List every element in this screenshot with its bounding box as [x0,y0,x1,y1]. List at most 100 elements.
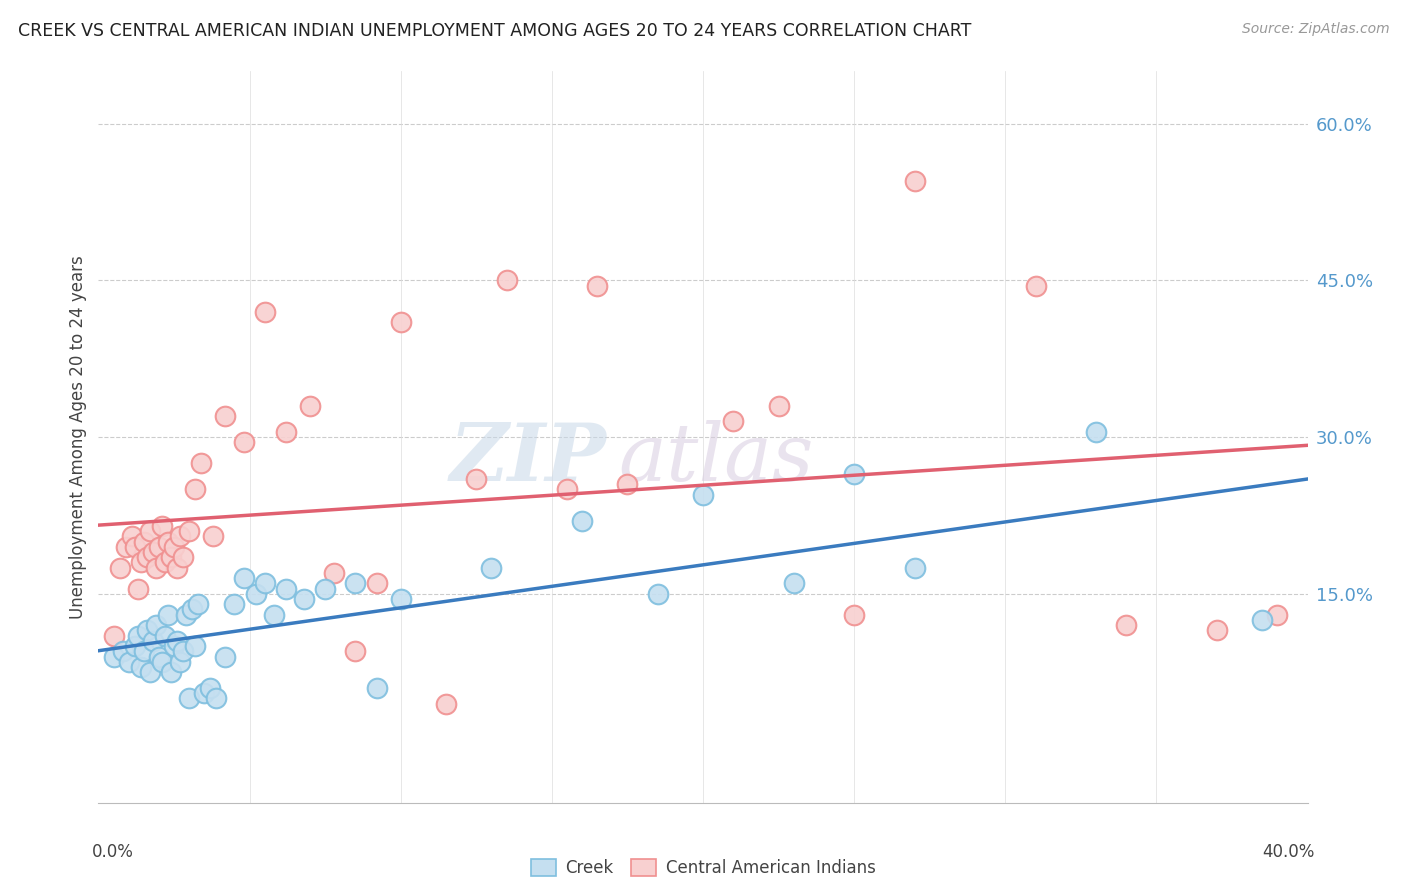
Point [145,618,167,632]
Point [121,529,143,543]
Point [166,633,188,648]
Point [1115,618,1137,632]
Point [103,629,125,643]
Point [132,534,155,549]
Point [114,540,136,554]
Point [139,665,162,680]
Point [647,587,669,601]
Point [148,540,170,554]
Point [366,681,388,695]
Point [166,560,188,574]
Point [1206,624,1229,638]
Point [142,633,165,648]
Point [389,315,412,329]
Point [153,629,176,643]
Point [148,649,170,664]
Point [187,597,209,611]
Point [190,456,212,470]
Text: 0.0%: 0.0% [91,843,134,861]
Point [129,660,152,674]
Point [135,624,157,638]
Point [181,602,204,616]
Point [103,649,125,664]
Point [1251,613,1274,627]
Point [481,560,503,574]
Point [202,529,225,543]
Point [163,540,186,554]
Text: atlas: atlas [619,420,814,498]
Point [142,545,165,559]
Point [292,592,315,607]
Point [193,686,215,700]
Point [214,409,236,424]
Point [232,571,254,585]
Text: ZIP: ZIP [450,420,606,498]
Text: 40.0%: 40.0% [1263,843,1315,861]
Point [163,639,186,653]
Point [169,655,191,669]
Point [156,534,179,549]
Point [169,529,191,543]
Point [174,607,197,622]
Point [1267,607,1289,622]
Point [129,556,152,570]
Point [127,582,149,596]
Point [768,399,790,413]
Point [253,576,276,591]
Point [299,399,322,413]
Point [160,665,183,680]
Point [150,519,173,533]
Text: Source: ZipAtlas.com: Source: ZipAtlas.com [1241,22,1389,37]
Point [495,273,517,287]
Point [844,607,866,622]
Point [783,576,806,591]
Point [214,649,236,664]
Point [389,592,412,607]
Point [344,576,367,591]
Point [150,655,173,669]
Point [184,639,207,653]
Point [692,487,714,501]
Point [111,644,134,658]
Point [139,524,162,538]
Point [118,655,141,669]
Point [844,467,866,481]
Point [156,607,179,622]
Point [172,550,194,565]
Point [127,629,149,643]
Point [434,697,457,711]
Point [571,514,593,528]
Point [904,174,927,188]
Point [124,540,146,554]
Point [253,304,276,318]
Legend: Creek, Central American Indians: Creek, Central American Indians [524,852,882,884]
Point [323,566,346,580]
Point [179,524,201,538]
Point [132,644,155,658]
Point [135,550,157,565]
Point [1085,425,1108,439]
Point [179,691,201,706]
Point [205,691,228,706]
Point [124,639,146,653]
Point [153,556,176,570]
Point [263,607,285,622]
Point [274,425,297,439]
Point [172,644,194,658]
Point [245,587,267,601]
Text: CREEK VS CENTRAL AMERICAN INDIAN UNEMPLOYMENT AMONG AGES 20 TO 24 YEARS CORRELAT: CREEK VS CENTRAL AMERICAN INDIAN UNEMPLO… [18,22,972,40]
Point [274,582,297,596]
Point [184,483,207,497]
Point [224,597,246,611]
Point [616,477,638,491]
Point [314,582,336,596]
Point [232,435,254,450]
Point [200,681,222,695]
Point [586,278,609,293]
Point [723,414,745,428]
Point [555,483,578,497]
Point [465,472,488,486]
Point [344,644,367,658]
Point [145,560,167,574]
Point [160,550,183,565]
